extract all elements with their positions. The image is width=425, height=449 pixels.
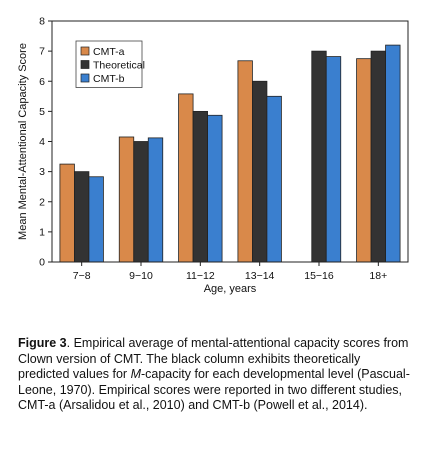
bar-cmt-a-2 <box>178 93 194 263</box>
bar-cmt-b-4 <box>325 56 342 263</box>
x-tick-label: 13−14 <box>245 270 275 282</box>
y-tick-label: 7 <box>39 46 45 58</box>
bar-theoretical-5 <box>370 50 386 263</box>
bar-cmt-b-5 <box>385 44 401 263</box>
bar-theoretical-1 <box>133 141 149 263</box>
bar-cmt-b-3 <box>266 95 282 263</box>
y-tick-label: 0 <box>39 257 45 269</box>
legend-label: CMT-b <box>93 73 125 85</box>
x-tick-label: 7−8 <box>73 270 91 282</box>
legend-swatch <box>80 60 90 69</box>
x-axis-title: Age, years <box>204 283 257 295</box>
y-tick-label: 3 <box>39 166 45 178</box>
x-tick-label: 18+ <box>369 270 387 282</box>
y-axis-title: Mean Mental-Attentional Capacity Score <box>17 43 29 240</box>
bar-cmt-b-1 <box>147 137 164 263</box>
bar-theoretical-3 <box>252 80 268 263</box>
caption-text-part-1: . Empirical average of mental-attentiona… <box>18 336 409 382</box>
bar-cmt-a-5 <box>356 58 372 263</box>
bar-chart: 0 1 2 3 4 5 6 7 8 7−8 9−10 11−12 13−14 15−16 18+ Mean… <box>17 16 409 295</box>
x-tick-label: 15−16 <box>304 270 334 282</box>
x-axis: 7−8 9−10 11−12 13−14 15−16 18+ <box>73 262 387 282</box>
y-tick-label: 2 <box>39 196 45 208</box>
bar-cmt-b-0 <box>88 176 104 263</box>
y-tick-label: 5 <box>39 106 45 118</box>
legend-label: Theoretical <box>93 60 145 72</box>
y-tick-label: 1 <box>39 226 45 238</box>
bars-group <box>59 44 401 263</box>
bar-theoretical-0 <box>74 171 90 263</box>
bar-cmt-b-2 <box>207 114 223 263</box>
x-tick-label: 11−12 <box>186 270 215 282</box>
caption-italic-term: M <box>130 367 141 382</box>
bar-theoretical-2 <box>192 110 208 263</box>
bar-cmt-a-0 <box>59 163 75 263</box>
figure-caption: Figure 3. Empirical average of mental-at… <box>18 336 413 414</box>
y-tick-label: 8 <box>39 16 45 28</box>
y-tick-label: 4 <box>39 136 45 148</box>
y-axis: 0 1 2 3 4 5 6 7 8 <box>39 16 52 269</box>
bar-cmt-a-1 <box>118 136 135 263</box>
legend-swatch <box>80 73 90 83</box>
caption-text-part-2: -capacity for each developmental level (… <box>18 367 410 413</box>
bar-theoretical-4 <box>311 50 327 263</box>
y-tick-label: 6 <box>39 76 45 88</box>
legend-label: CMT-a <box>93 46 125 58</box>
bar-cmt-a-3 <box>237 60 253 263</box>
x-tick-label: 9−10 <box>129 270 153 282</box>
caption-figure-label: Figure 3 <box>18 336 67 350</box>
legend-swatch <box>80 46 90 56</box>
